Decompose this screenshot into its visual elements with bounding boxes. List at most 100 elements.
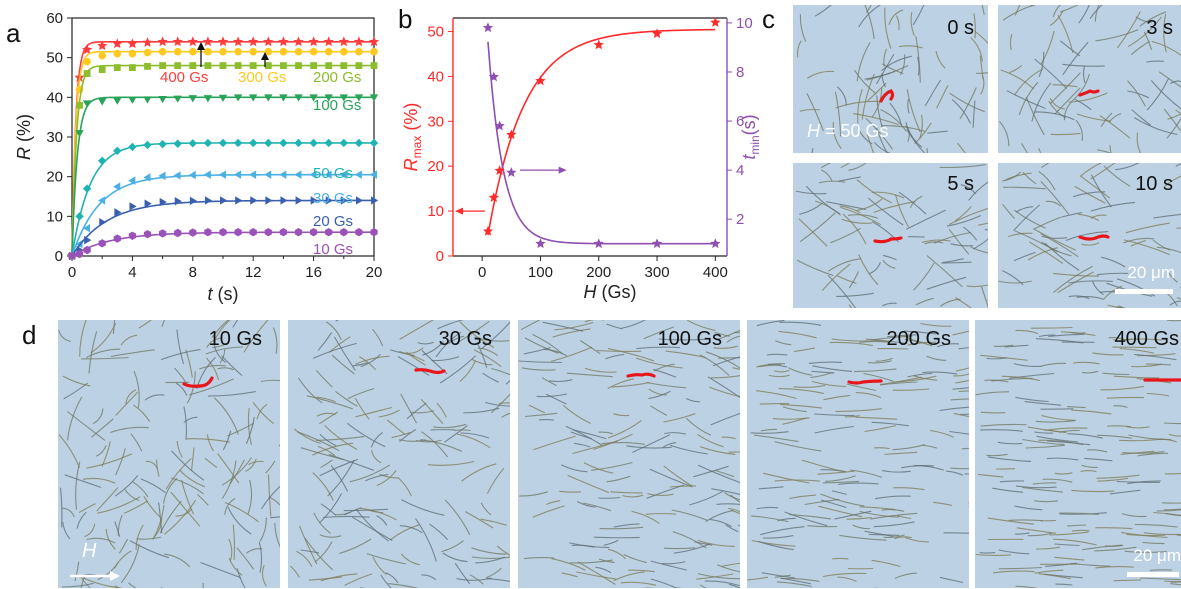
fiber xyxy=(810,371,833,379)
fiber xyxy=(459,360,476,383)
fiber xyxy=(871,87,883,118)
data-point xyxy=(127,38,138,49)
fiber xyxy=(1100,385,1144,391)
tracked-fiber xyxy=(414,368,446,375)
data-point xyxy=(278,36,289,47)
fiber xyxy=(894,572,917,579)
fiber xyxy=(437,320,464,330)
fiber xyxy=(912,5,925,26)
fiber xyxy=(1078,5,1090,24)
data-point xyxy=(248,36,259,47)
fiber xyxy=(953,373,969,377)
fiber xyxy=(1000,69,1035,90)
fiber xyxy=(867,360,892,364)
fiber xyxy=(875,53,895,85)
data-point xyxy=(482,225,494,236)
fiber xyxy=(1146,60,1164,63)
fiber xyxy=(444,499,471,536)
data-point xyxy=(158,139,167,149)
fiber xyxy=(1151,40,1181,56)
fiber xyxy=(975,391,1010,396)
fiber xyxy=(176,440,183,458)
fiber xyxy=(1113,405,1128,408)
data-point xyxy=(218,138,228,148)
fiber xyxy=(778,330,817,339)
fiber xyxy=(834,510,872,520)
fiber xyxy=(632,434,671,453)
fiber xyxy=(1096,272,1129,276)
fiber xyxy=(304,537,333,571)
fiber xyxy=(757,364,782,368)
fiber xyxy=(1041,414,1076,421)
data-point xyxy=(158,47,167,56)
fiber xyxy=(1164,580,1181,583)
fiber xyxy=(265,460,276,474)
data-point xyxy=(98,156,107,165)
fiber xyxy=(75,461,81,510)
fiber xyxy=(924,241,944,245)
data-point xyxy=(158,95,167,104)
fiber xyxy=(1065,231,1109,242)
fiber xyxy=(1038,334,1056,338)
fiber xyxy=(905,536,929,543)
data-point xyxy=(142,37,153,47)
scale-bar-label: 20 μm xyxy=(1133,546,1181,565)
fiber xyxy=(893,487,925,491)
fiber xyxy=(1068,295,1090,300)
fiber xyxy=(61,582,94,588)
tracked-fiber xyxy=(1078,234,1110,241)
fiber xyxy=(1164,508,1181,511)
data-point xyxy=(535,75,546,86)
series-200-Gs xyxy=(68,62,378,260)
fiber xyxy=(949,430,969,435)
fiber xyxy=(970,37,983,62)
fiber xyxy=(650,405,667,416)
fiber xyxy=(620,581,657,586)
fiber xyxy=(840,206,882,226)
fiber xyxy=(339,538,372,555)
fiber xyxy=(378,409,400,418)
fiber xyxy=(607,378,635,389)
left-y-tick-label: 50 xyxy=(427,23,444,40)
fiber xyxy=(312,472,334,501)
data-point xyxy=(340,62,348,69)
data-point xyxy=(188,139,197,148)
fiber xyxy=(429,523,449,541)
data-point xyxy=(264,228,272,237)
fiber xyxy=(821,263,851,291)
fiber xyxy=(1074,185,1106,204)
data-point xyxy=(143,173,151,182)
fiber xyxy=(83,477,116,484)
fiber xyxy=(1059,512,1107,515)
fiber xyxy=(574,442,591,448)
fiber xyxy=(518,360,562,364)
fiber xyxy=(1134,353,1177,361)
fiber xyxy=(811,148,814,153)
fiber xyxy=(1156,509,1181,512)
series-400-Gs xyxy=(66,36,380,261)
fiber xyxy=(1040,30,1055,65)
arrowhead-400 xyxy=(197,42,205,50)
fiber xyxy=(1046,440,1091,446)
fiber xyxy=(1113,375,1160,379)
fiber xyxy=(611,381,650,388)
fiber xyxy=(120,334,138,346)
fiber xyxy=(1060,40,1081,57)
data-point xyxy=(112,38,123,49)
fiber xyxy=(728,451,740,453)
data-point xyxy=(279,47,288,56)
fiber xyxy=(1107,425,1132,428)
fiber xyxy=(1040,181,1070,215)
data-point xyxy=(128,49,137,58)
fiber xyxy=(565,425,603,446)
data-point xyxy=(129,64,136,71)
fiber xyxy=(836,292,874,297)
fiber xyxy=(406,402,427,420)
fiber xyxy=(480,518,507,526)
tmin-fit-line xyxy=(487,41,716,245)
fiber xyxy=(605,353,625,360)
field-label: 400 Gs xyxy=(1114,328,1179,350)
fiber xyxy=(776,581,812,588)
fiber xyxy=(399,525,423,534)
fiber xyxy=(1166,320,1181,322)
